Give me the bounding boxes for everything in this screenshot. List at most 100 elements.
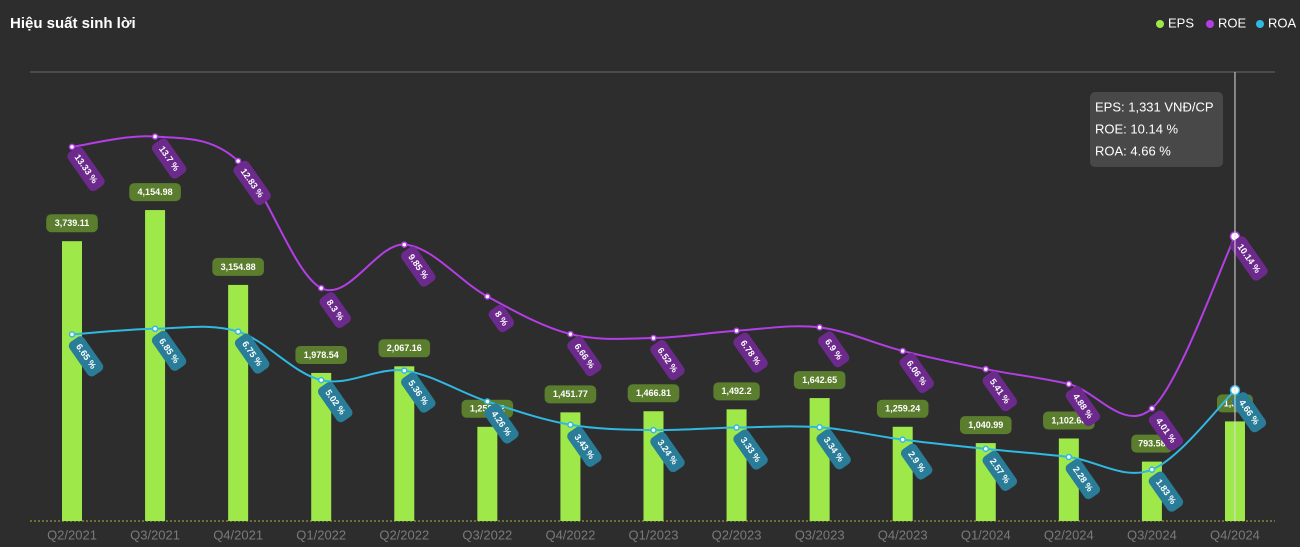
data-label-bg xyxy=(817,331,850,368)
point xyxy=(899,347,906,355)
data-label-bg xyxy=(567,336,602,377)
point xyxy=(733,424,740,431)
data-label-bg xyxy=(401,246,436,287)
data-label-bg xyxy=(1148,410,1184,451)
data-label-text: 1,492.2 xyxy=(722,386,752,396)
x-tick-label: Q3/2024 xyxy=(1127,527,1177,542)
data-label-text: 3,154.88 xyxy=(221,262,256,272)
data-label-bg xyxy=(1065,458,1101,500)
data-label-bg xyxy=(151,138,187,179)
data-label-text: 1,978.54 xyxy=(304,350,339,360)
point xyxy=(650,334,657,342)
point xyxy=(484,293,491,300)
tooltip-line: EPS: 1,331 VNĐ/CP xyxy=(1095,99,1214,114)
point xyxy=(401,367,408,374)
point xyxy=(1065,380,1073,388)
data-label-text: 1,259.24 xyxy=(885,404,920,414)
point xyxy=(982,365,990,373)
x-tick-label: Q2/2023 xyxy=(712,527,762,542)
x-tick-label: Q4/2021 xyxy=(213,527,263,542)
point xyxy=(1148,405,1156,412)
data-label-text: 3,739.11 xyxy=(55,218,90,228)
data-label: 4,154.98 xyxy=(129,183,181,202)
point xyxy=(899,436,906,443)
point xyxy=(484,398,491,405)
data-label-bg xyxy=(899,352,934,394)
legend-label: EPS xyxy=(1168,15,1194,30)
data-label-bg xyxy=(401,372,436,413)
legend-marker xyxy=(1156,20,1164,28)
point xyxy=(234,328,242,335)
data-label: 1,466.81 xyxy=(627,384,680,403)
data-label: 6.85 % xyxy=(151,330,187,371)
point xyxy=(234,157,242,165)
data-label: 8 % xyxy=(488,304,515,333)
bar xyxy=(145,210,166,521)
data-label: 8.3 % xyxy=(319,292,351,329)
data-label-bg xyxy=(67,146,105,192)
data-label-bg xyxy=(317,382,353,423)
data-label-bg xyxy=(650,339,685,381)
data-label-bg xyxy=(733,429,768,470)
legend-marker xyxy=(1256,20,1264,28)
bar xyxy=(228,284,249,521)
bar xyxy=(394,366,415,521)
x-tick-label: Q1/2023 xyxy=(629,527,679,542)
data-label-bg xyxy=(733,332,768,373)
x-tick-label: Q3/2022 xyxy=(462,527,512,542)
data-label-bg xyxy=(567,426,602,467)
bar xyxy=(809,398,830,521)
legend-marker xyxy=(1206,20,1214,28)
data-label-text: 1,102.68 xyxy=(1051,415,1086,425)
x-tick-label: Q2/2021 xyxy=(47,527,97,542)
x-tick-label: Q4/2023 xyxy=(878,527,928,542)
point xyxy=(1148,466,1156,473)
data-label-bg xyxy=(900,443,933,480)
point xyxy=(733,327,740,334)
data-label-text: 1,451.77 xyxy=(553,389,588,399)
data-label: 1,040.99 xyxy=(959,416,1012,435)
data-label-bg xyxy=(233,160,271,206)
data-label-text: 2,067.16 xyxy=(387,343,422,353)
legend-label: ROE xyxy=(1218,15,1247,30)
point xyxy=(151,325,159,333)
x-tick-label: Q1/2022 xyxy=(296,527,346,542)
x-tick-label: Q4/2022 xyxy=(545,527,595,542)
tooltip-line: ROE: 10.14 % xyxy=(1095,121,1179,136)
data-label-bg xyxy=(484,403,519,444)
point xyxy=(567,330,574,338)
data-label-bg xyxy=(212,257,264,276)
x-tick-label: Q1/2024 xyxy=(961,527,1011,542)
data-label-bg xyxy=(1231,392,1267,433)
data-label-bg xyxy=(1230,236,1268,281)
point xyxy=(68,143,76,151)
data-label-text: 793.58 xyxy=(1138,438,1166,448)
data-label-bg xyxy=(46,214,98,233)
data-label-bg xyxy=(982,450,1017,491)
data-label-bg xyxy=(627,384,680,403)
x-tick-label: Q3/2021 xyxy=(130,527,180,542)
data-label-text: 1,642.65 xyxy=(802,375,837,385)
x-tick-label: Q3/2023 xyxy=(795,527,845,542)
data-label-bg xyxy=(378,339,431,358)
chart-title: Hiệu suất sinh lời xyxy=(10,15,136,32)
data-label-bg xyxy=(1148,471,1184,512)
point xyxy=(317,284,325,292)
data-label-bg xyxy=(319,292,351,329)
data-label: 1,642.65 xyxy=(793,371,846,390)
data-label-text: 4,154.98 xyxy=(138,187,173,197)
x-tick-label: Q2/2024 xyxy=(1044,527,1094,542)
data-label: 2.9 % xyxy=(900,443,933,480)
point xyxy=(1065,453,1073,461)
point xyxy=(401,241,408,248)
data-label-bg xyxy=(876,399,929,418)
data-label-bg xyxy=(713,382,760,401)
data-label: 2,067.16 xyxy=(378,339,431,358)
data-label: 1,978.54 xyxy=(295,345,348,364)
point xyxy=(317,376,325,384)
bar xyxy=(477,426,498,521)
data-label-bg xyxy=(982,371,1017,412)
data-label-text: 1,040.99 xyxy=(968,420,1003,430)
